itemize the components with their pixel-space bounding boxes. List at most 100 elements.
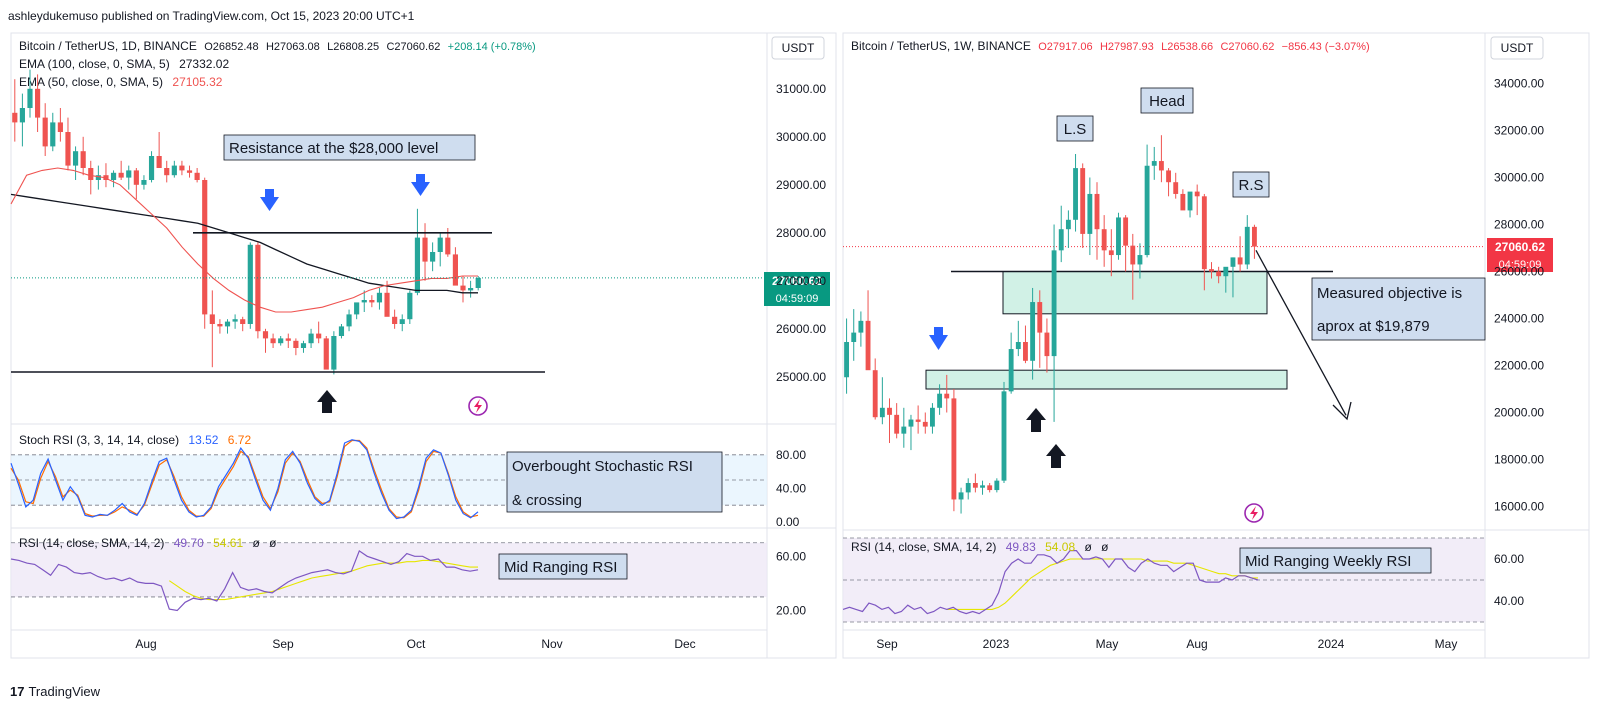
- right-candle: [844, 342, 850, 378]
- left-legend-ema50: EMA (50, close, 0, SMA, 5) 27105.32: [19, 75, 223, 89]
- resistance-callout-text: Resistance at the $28,000 level: [229, 140, 438, 157]
- left-candle: [460, 285, 466, 291]
- right-legend-change: −856.43 (−3.07%): [1282, 41, 1370, 53]
- left-arrow-down-1-icon: [260, 189, 279, 211]
- projection-arrow-line: [1255, 250, 1347, 416]
- left-price-badge-countdown-bg: [764, 290, 830, 306]
- left-candle: [346, 314, 352, 327]
- right-currency-button[interactable]: [1490, 36, 1544, 60]
- left-candle: [376, 292, 383, 303]
- right-time-label: 2023: [983, 637, 1010, 651]
- right-candle: [1194, 191, 1200, 197]
- right-candle: [1173, 182, 1179, 194]
- right-candle: [987, 485, 993, 491]
- left-candle: [399, 319, 405, 324]
- right-rsi-legend-value: 49.83: [1006, 540, 1036, 554]
- left-candle: [278, 338, 284, 344]
- right-price-pane: [843, 135, 1485, 514]
- left-candle: [384, 292, 390, 317]
- right-legend-h: H27987.93: [1100, 41, 1154, 53]
- right-candle: [1008, 349, 1014, 392]
- neckline-zone: [1002, 271, 1268, 315]
- left-price-pane: [10, 69, 767, 375]
- left-currency-button[interactable]: [771, 36, 825, 60]
- right-price-badge-price: 27060.62: [1495, 240, 1545, 254]
- right-candle: [937, 393, 943, 408]
- right-candle: [915, 419, 921, 422]
- right-candle: [1201, 196, 1207, 270]
- stoch-tick: 80.00: [776, 448, 806, 462]
- support-zone: [925, 369, 1288, 390]
- rsi-callout: [498, 553, 628, 580]
- right-rsi-legend-z1: ø: [1084, 540, 1092, 554]
- left-rsi-band: [11, 542, 767, 597]
- right-candle: [1030, 302, 1036, 361]
- stoch-callout: [506, 451, 723, 513]
- left-price-tick: 26000.00: [776, 322, 826, 336]
- left-candle: [126, 170, 132, 178]
- left-candle: [369, 300, 375, 303]
- right-candle: [901, 426, 907, 434]
- left-currency-label: USDT: [782, 41, 815, 55]
- left-time-label: Sep: [272, 637, 294, 651]
- left-candle: [247, 244, 253, 324]
- right-candle: [1051, 250, 1057, 357]
- left-candle: [217, 324, 223, 327]
- left-candle: [164, 168, 170, 176]
- left-rsi-legend-z1: ø: [252, 536, 260, 550]
- left-rsi-legend-label: RSI (14, close, SMA, 14, 2): [19, 536, 164, 550]
- left-candle: [407, 292, 413, 320]
- left-time-label: Dec: [674, 637, 695, 651]
- right-candle: [1108, 250, 1114, 256]
- objective-callout-line-2: aprox at $19,879: [1317, 318, 1430, 335]
- left-candle: [300, 343, 307, 348]
- right-candle: [1094, 193, 1100, 230]
- left-candle: [308, 333, 314, 344]
- right-price-tick: 16000.00: [1494, 500, 1544, 514]
- right-time-label: May: [1435, 637, 1458, 651]
- left-candle: [65, 132, 71, 166]
- right-candle: [972, 483, 978, 488]
- right-lightning-icon[interactable]: [1244, 503, 1264, 523]
- stoch-legend-k: 13.52: [188, 433, 218, 447]
- right-price-tick: 20000.00: [1494, 406, 1544, 420]
- left-arrow-down-2-icon: [411, 174, 430, 196]
- left-candle: [262, 331, 269, 339]
- left-candle: [88, 168, 94, 180]
- right-candle: [1158, 161, 1164, 171]
- tradingview-brand[interactable]: 17 TradingView: [10, 684, 100, 699]
- left-time-label: Oct: [407, 637, 426, 651]
- right-candle: [958, 492, 964, 500]
- left-candle: [224, 321, 231, 327]
- right-candle: [865, 320, 871, 371]
- left-candle: [285, 338, 291, 341]
- right-candle: [1144, 165, 1150, 256]
- right-shoulder-label: R.S: [1238, 177, 1263, 194]
- right-candle: [994, 480, 1000, 491]
- left-candle: [156, 156, 162, 168]
- left-candle: [475, 277, 481, 288]
- left-lightning-icon[interactable]: [468, 396, 488, 416]
- left-time-label: Aug: [135, 637, 156, 651]
- right-candle: [1073, 168, 1078, 220]
- right-candle: [1123, 217, 1129, 246]
- right-candle: [887, 407, 892, 415]
- left-candle: [35, 88, 41, 118]
- weekly-rsi-callout: [1239, 547, 1432, 574]
- left-candle: [437, 237, 443, 252]
- right-candle: [879, 407, 885, 418]
- left-ema50-line: [10, 167, 478, 313]
- right-price-tick: 34000.00: [1494, 77, 1544, 91]
- right-candle: [851, 332, 857, 342]
- right-price-tick: 32000.00: [1494, 124, 1544, 138]
- left-candle: [50, 122, 56, 147]
- rsi-callout-text: Mid Ranging RSI: [504, 559, 617, 576]
- left-ema50-label: EMA (50, close, 0, SMA, 5): [19, 75, 163, 89]
- right-candle: [1015, 342, 1021, 350]
- left-candle: [110, 172, 117, 180]
- head-label-box: [1140, 87, 1194, 114]
- left-candle: [72, 151, 79, 166]
- left-candle: [240, 319, 246, 324]
- stoch-tick: 40.00: [776, 481, 806, 495]
- head-label: Head: [1149, 93, 1185, 110]
